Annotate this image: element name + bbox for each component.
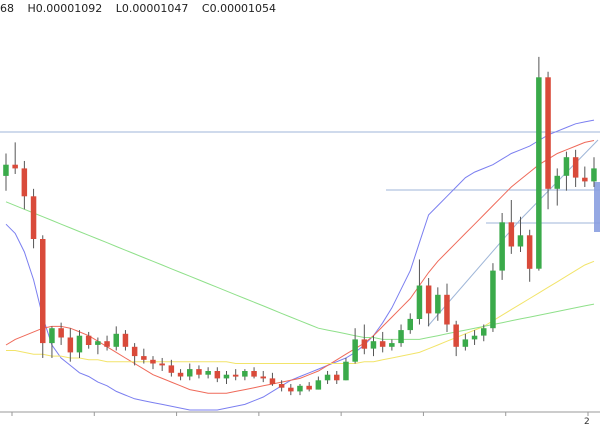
candle-bull — [315, 380, 322, 390]
candle-bear — [453, 324, 459, 347]
candle-bear — [526, 235, 533, 269]
candle-bear — [278, 384, 285, 388]
candle-bull — [435, 294, 441, 314]
candle-bear — [177, 372, 184, 377]
candle-bull — [398, 330, 404, 344]
candle-bull — [563, 157, 570, 176]
ma-line-1 — [5, 119, 595, 411]
candle-bear — [251, 371, 257, 377]
ma-line-4 — [5, 201, 595, 340]
candle-bull — [3, 164, 9, 176]
candle-bull — [462, 339, 469, 347]
candle-bull — [297, 385, 303, 392]
candle-bear — [168, 365, 175, 373]
candle-bull — [554, 175, 560, 189]
ohlc-readout: 68 H0.00001092 L0.00001047 C0.00001054 — [0, 2, 286, 15]
candle-bear — [269, 378, 276, 384]
candle-bull — [223, 374, 230, 379]
candle-bull — [343, 361, 349, 381]
candle-bear — [122, 333, 129, 347]
candle-bull — [517, 235, 524, 247]
candle-bull — [389, 343, 395, 347]
candle-bear — [159, 363, 165, 366]
candle-bear — [425, 285, 432, 314]
candle-bear — [150, 359, 156, 364]
candle-bull — [76, 335, 83, 353]
candle-bear — [12, 164, 18, 169]
candle-bull — [481, 328, 487, 336]
candle-bull — [205, 371, 211, 375]
candle-bull — [49, 328, 55, 344]
ohlc-prefix: 68 — [0, 2, 14, 15]
candle-bull — [370, 341, 377, 349]
candle-bull — [407, 318, 413, 331]
candle-bull — [187, 369, 193, 377]
candle-bull — [471, 335, 478, 340]
candle-bear — [260, 376, 266, 379]
candle-bear — [104, 341, 110, 347]
candle-bull — [242, 371, 248, 377]
candle-bear — [379, 341, 386, 347]
candle-bear — [288, 387, 294, 392]
candle-bear — [67, 337, 74, 353]
ohlc-close: C0.00001054 — [201, 2, 277, 15]
price-zone — [594, 182, 600, 232]
candle-bear — [572, 157, 579, 178]
candle-bear — [21, 168, 28, 197]
candle-bull — [324, 374, 331, 381]
candle-bear — [58, 328, 64, 338]
trendline-1 — [427, 219, 521, 327]
candle-bear — [306, 385, 312, 390]
candle-bear — [334, 374, 340, 381]
candle-bear — [444, 294, 450, 325]
candle-bull — [352, 339, 358, 362]
ohlc-high: H0.00001092 — [27, 2, 103, 15]
candle-bear — [141, 356, 147, 360]
candle-bull — [536, 77, 542, 269]
candle-bear — [545, 77, 551, 189]
ma-line-2 — [5, 140, 595, 394]
candle-bull — [591, 168, 597, 182]
candle-bull — [416, 285, 423, 319]
candle-bear — [214, 371, 221, 379]
candle-bull — [499, 222, 505, 271]
candle-bear — [508, 222, 515, 247]
candle-bull — [113, 333, 119, 347]
candle-bull — [490, 270, 496, 329]
candle-bear — [582, 177, 588, 182]
candle-bear — [40, 239, 46, 344]
ohlc-low: L0.00001047 — [115, 2, 189, 15]
candle-bear — [361, 339, 368, 349]
candle-bear — [30, 196, 37, 239]
x-tick-label: 2 — [584, 417, 590, 427]
ma-line-3 — [6, 260, 595, 364]
candle-bear — [131, 346, 138, 357]
candle-bear — [196, 369, 202, 375]
candle-bear — [85, 335, 92, 345]
candle-bear — [232, 374, 239, 377]
candle-bull — [95, 341, 101, 345]
